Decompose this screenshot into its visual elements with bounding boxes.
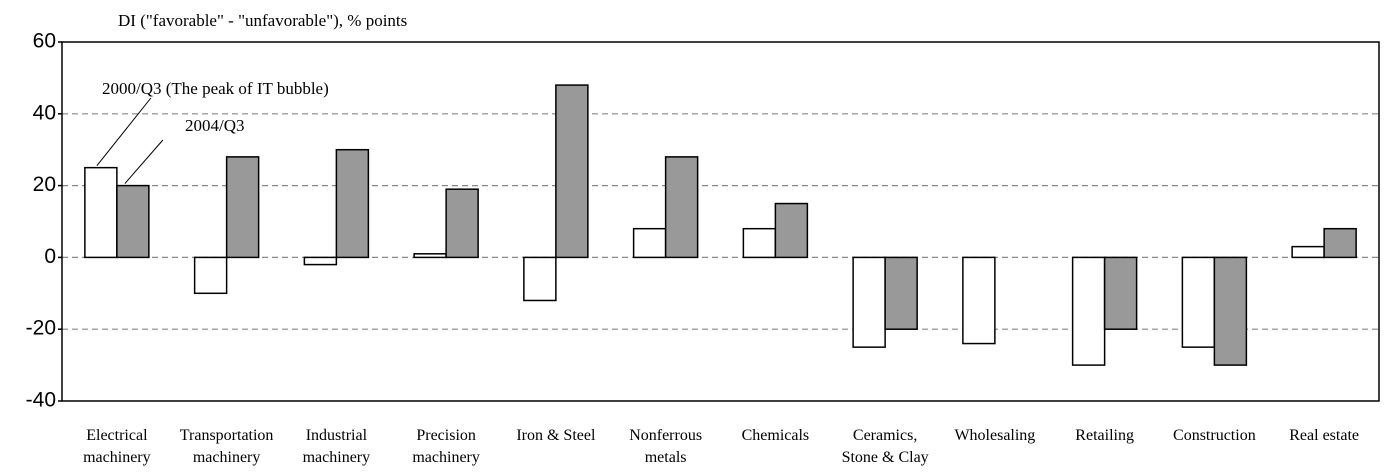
bar	[1323, 227, 1357, 259]
y-tick-label: 20	[33, 173, 56, 196]
x-tick-label: Chemicals	[742, 427, 810, 444]
bar	[523, 256, 557, 302]
legend-label: 2000/Q3 (The peak of IT bubble)	[102, 79, 329, 98]
bar	[445, 188, 479, 259]
bar	[1291, 245, 1325, 259]
x-tick-label: machinery	[412, 449, 480, 466]
x-tick-label: Electrical	[86, 427, 148, 444]
bar	[555, 84, 589, 259]
bar	[335, 148, 370, 259]
bar	[303, 256, 338, 266]
bar	[1181, 256, 1216, 348]
y-tick-label: 60	[33, 30, 56, 53]
bar	[1213, 256, 1248, 366]
x-tick-label: Industrial	[306, 427, 368, 444]
bar	[1071, 256, 1106, 366]
bar	[852, 256, 886, 348]
y-tick-label: 0	[44, 245, 56, 268]
bar	[742, 227, 777, 259]
legend-label: 2004/Q3	[185, 116, 245, 135]
bar	[413, 253, 447, 259]
x-tick-label: Transportation	[180, 427, 274, 444]
bar	[774, 202, 809, 259]
x-tick-label: metals	[645, 449, 687, 466]
x-tick-label: Construction	[1173, 427, 1256, 444]
y-axis-label: DI ("favorable" - "unfavorable"), % poin…	[118, 11, 407, 30]
x-tick-label: Precision	[416, 427, 476, 444]
y-tick-label: -20	[26, 317, 56, 340]
x-tick-label: machinery	[303, 449, 371, 466]
bar	[193, 256, 228, 295]
y-tick-label: -40	[26, 389, 56, 412]
bar	[225, 156, 260, 259]
x-tick-label: machinery	[83, 449, 151, 466]
x-tick-label: Stone & Clay	[842, 449, 929, 466]
x-tick-label: Nonferrous	[629, 427, 702, 444]
x-tick-label: Retailing	[1075, 427, 1134, 444]
x-tick-label: Real estate	[1289, 427, 1359, 444]
bar	[116, 184, 150, 259]
x-tick-label: Wholesaling	[954, 427, 1035, 444]
bar	[84, 166, 118, 259]
bar	[884, 256, 918, 330]
plot-frame	[61, 41, 1380, 402]
x-tick-label: Iron & Steel	[516, 427, 596, 444]
bar	[664, 156, 699, 259]
x-tick-label: machinery	[193, 449, 261, 466]
bar	[1103, 256, 1138, 330]
x-tick-label: Ceramics,	[853, 427, 917, 444]
y-tick-label: 40	[33, 101, 56, 124]
leader-line	[124, 139, 164, 184]
bar	[962, 256, 996, 345]
leader-line	[96, 97, 152, 166]
bar	[632, 227, 667, 259]
